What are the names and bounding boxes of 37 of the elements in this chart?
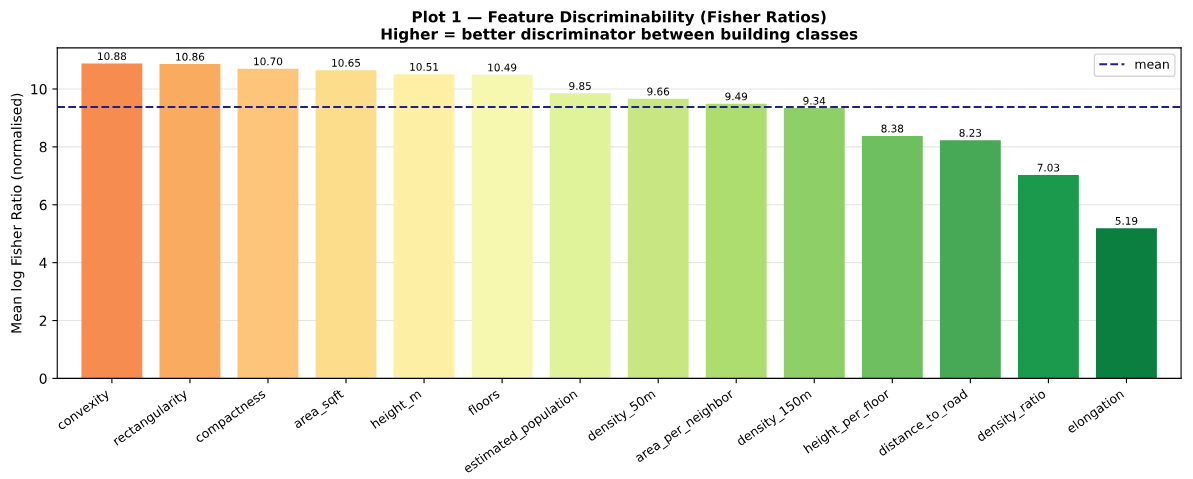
data-label: 10.51 [410, 62, 439, 71]
y-tick-label: 2 [39, 315, 47, 326]
y-tick-label: 10 [31, 83, 47, 95]
bar [1096, 228, 1157, 379]
data-label: 9.34 [803, 96, 826, 105]
bar [237, 68, 299, 379]
bar [393, 74, 455, 379]
data-label: 10.88 [98, 52, 127, 61]
bar [315, 70, 377, 379]
data-label: 8.23 [959, 128, 982, 137]
data-label: 10.70 [254, 57, 283, 66]
y-tick-label: 4 [39, 257, 47, 268]
bar [627, 98, 689, 379]
bar [471, 74, 533, 379]
y-axis-title: Mean log Fisher Ratio (normalised) [10, 93, 25, 333]
data-label: 9.66 [647, 87, 670, 96]
bar [1017, 174, 1079, 379]
data-label: 7.03 [1037, 163, 1060, 172]
y-tick-label: 8 [39, 141, 47, 153]
data-label: 9.49 [725, 92, 748, 101]
bar [81, 63, 143, 379]
bar [783, 108, 845, 379]
y-tick-label: 6 [39, 199, 47, 211]
data-label: 10.49 [488, 63, 517, 72]
data-label: 10.65 [332, 58, 361, 67]
y-tick-label: 0 [39, 373, 47, 384]
data-label: 9.85 [569, 82, 591, 90]
bar [939, 140, 1001, 379]
legend-label: mean [1135, 61, 1169, 69]
data-label: 5.19 [1115, 216, 1138, 225]
bar [861, 135, 923, 379]
data-label: 8.38 [881, 124, 904, 133]
chart-title: Plot 1 — Feature Discriminability (Fisher Ratios) Higher = better discriminator between building classes [381, 10, 858, 43]
data-label: 10.86 [176, 52, 205, 61]
bar [549, 93, 611, 379]
bar [159, 64, 221, 379]
bar [705, 103, 767, 379]
